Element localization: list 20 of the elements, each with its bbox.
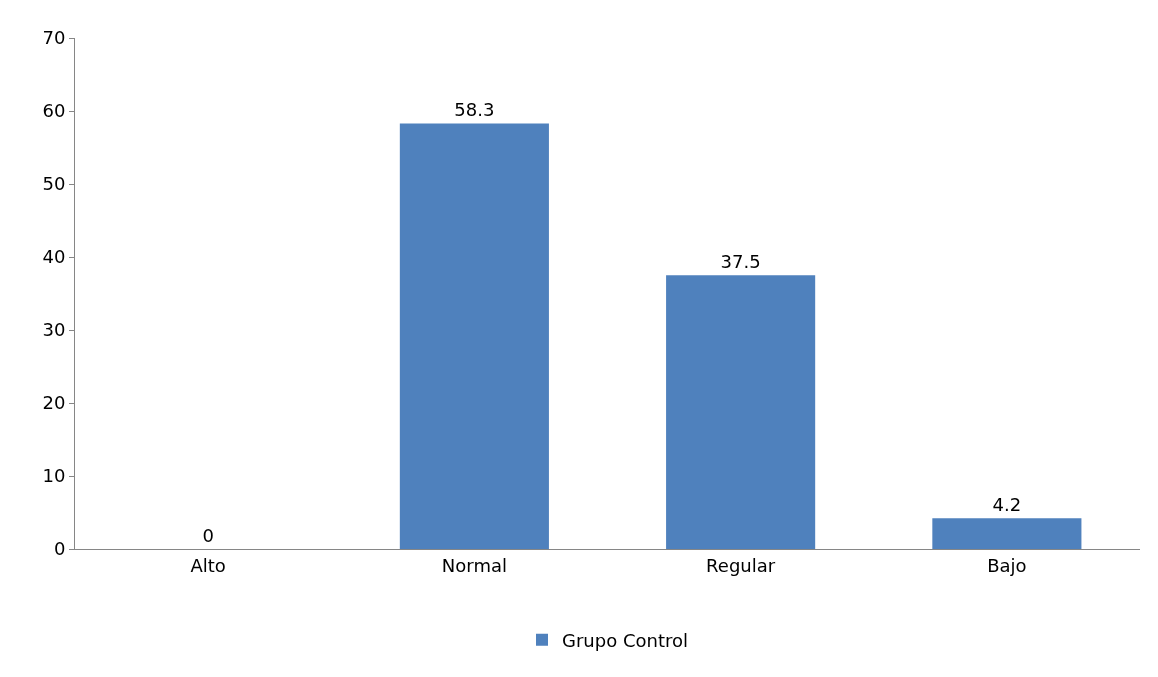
data-label: 0: [202, 525, 214, 546]
data-label: 4.2: [992, 494, 1022, 516]
x-tick-label: Regular: [706, 554, 776, 576]
y-tick-label: 0: [53, 538, 66, 560]
x-tick-label: Bajo: [987, 554, 1027, 576]
y-tick-label: 30: [42, 319, 66, 341]
y-tick-label: 10: [42, 465, 66, 487]
bar: [932, 518, 1082, 549]
bar: [666, 275, 816, 549]
bar: [399, 123, 549, 549]
x-tick-label: Normal: [441, 554, 507, 576]
data-label: 37.5: [720, 251, 761, 273]
y-tick-label: 70: [42, 27, 66, 49]
y-tick-label: 20: [42, 392, 66, 414]
y-tick-label: 60: [42, 100, 66, 122]
y-tick-label: 50: [42, 173, 66, 195]
x-tick-label: Alto: [190, 554, 226, 576]
y-tick-label: 40: [42, 246, 66, 268]
data-label: 58.3: [454, 99, 495, 121]
legend-label: Grupo Control: [562, 629, 688, 651]
